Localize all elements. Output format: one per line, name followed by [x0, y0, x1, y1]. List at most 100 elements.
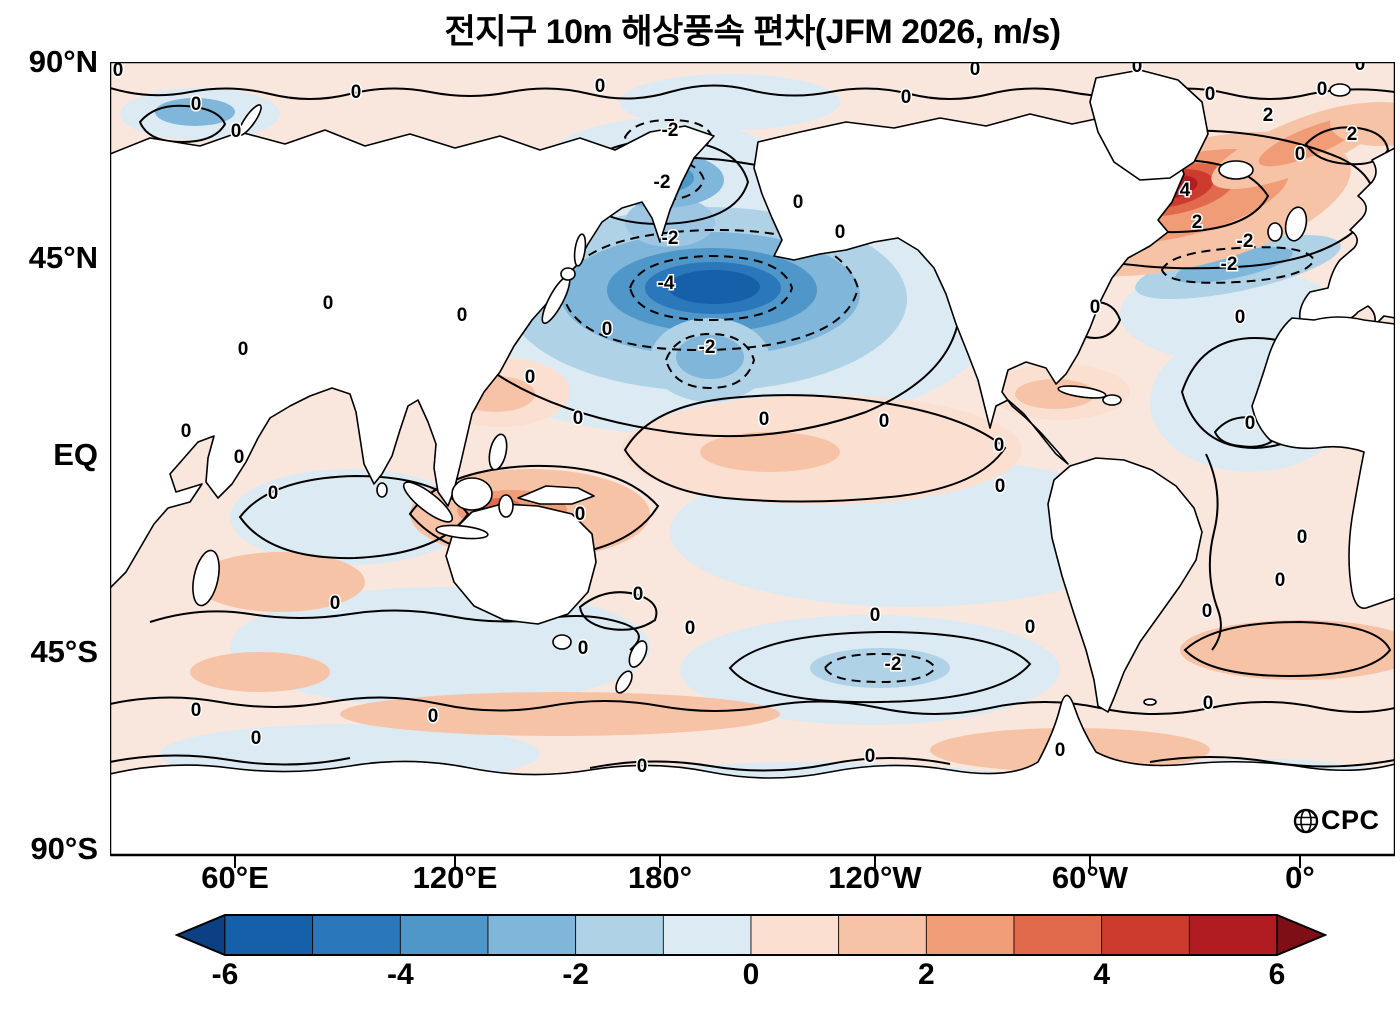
contour-label: -2 — [885, 654, 902, 675]
colorbar-tick-label: 2 — [917, 958, 935, 991]
island-ireland — [1267, 222, 1283, 242]
contour-label: 0 — [835, 222, 846, 243]
contour-label: 0 — [234, 447, 245, 468]
colorbar-bin — [838, 914, 927, 956]
contour-label: 0 — [231, 121, 242, 142]
colorbar-bin — [224, 914, 314, 956]
landmass-eurasia-africa-east — [109, 125, 715, 589]
island-novaya-zemlya — [238, 104, 262, 136]
contour-label: 0 — [793, 192, 804, 213]
y-tick-label: EQ — [53, 437, 98, 472]
contour-label: 0 — [1317, 79, 1328, 100]
contour-label: 0 — [970, 62, 981, 80]
colorbar-bin — [575, 914, 664, 956]
contour-label: 0 — [330, 593, 341, 614]
island-new-zealand-south — [615, 670, 633, 694]
island-hispaniola — [1102, 394, 1122, 406]
contour-label: 0 — [633, 584, 644, 605]
contour-label: 0 — [428, 706, 439, 727]
contour-label: 0 — [573, 408, 584, 429]
contour-label: 0 — [1235, 307, 1246, 328]
island-britain — [1284, 206, 1308, 242]
contour-label: 0 — [251, 728, 262, 749]
island-sulawesi — [498, 494, 514, 518]
landmass-africa-west — [1251, 316, 1396, 609]
contour-label: 0 — [457, 305, 468, 326]
landmass-new-guinea — [517, 485, 595, 505]
island-svalbard — [1329, 83, 1351, 97]
contour-label: 0 — [870, 605, 881, 626]
cpc-logo-text: CPC — [1321, 805, 1380, 835]
island-philippines — [488, 433, 508, 471]
contour-label: 0 — [1132, 62, 1143, 77]
contour-label: 0 — [994, 435, 1005, 456]
contour-label: 0 — [865, 746, 876, 767]
colorbar-bin — [1101, 914, 1190, 956]
island-java — [435, 524, 489, 540]
island-borneo — [451, 477, 493, 511]
contour-label: -2 — [1221, 254, 1238, 275]
contour-label: 0 — [1245, 413, 1256, 434]
colorbar-right-arrow — [1276, 913, 1327, 957]
colorbar-bin — [662, 914, 752, 956]
y-tick-label: 45°S — [30, 634, 98, 669]
island-hokkaido — [560, 267, 576, 281]
contour-label: 0 — [1203, 693, 1214, 714]
contour-label: 0 — [1090, 297, 1101, 318]
contour-label: 2 — [1263, 105, 1274, 126]
island-sri-lanka — [376, 482, 388, 498]
contour-label: 0 — [759, 409, 770, 430]
contour-label: 4 — [1180, 180, 1191, 201]
colorbar-tick-label: 0 — [742, 958, 760, 991]
contour-label: 2 — [1347, 124, 1358, 145]
contour-label: 0 — [685, 618, 696, 639]
contour-label: 0 — [575, 504, 586, 525]
contour-label: 0 — [238, 339, 249, 360]
landmass-south-america — [1047, 457, 1203, 713]
colorbar-tick-label: 4 — [1093, 958, 1110, 991]
contour-label: -2 — [1237, 231, 1254, 252]
contour-label: 0 — [1297, 527, 1308, 548]
island-tasmania — [552, 634, 572, 650]
island-new-zealand-north — [628, 640, 648, 668]
y-tick-label: 90°N — [28, 44, 98, 79]
contour-label: 0 — [995, 476, 1006, 497]
colorbar — [174, 913, 1328, 957]
island-iceland — [1218, 160, 1254, 180]
contour-label: 0 — [191, 94, 202, 115]
colorbar-bin — [487, 914, 577, 956]
island-falkland — [1143, 698, 1157, 706]
contour-label: -2 — [699, 337, 716, 358]
colorbar-bin — [925, 914, 1015, 956]
contour-label: 0 — [113, 62, 124, 81]
chart-title: 전지구 10m 해상풍속 편차(JFM 2026, m/s) — [444, 13, 1061, 51]
contour-label: -2 — [662, 120, 679, 141]
cpc-logo: CPC — [1293, 805, 1380, 836]
land-layer — [109, 69, 1396, 856]
contour-label: 0 — [595, 76, 606, 97]
contour-label: 0 — [268, 483, 279, 504]
y-tick-label: 90°S — [30, 831, 98, 866]
contour-label: 2 — [1192, 212, 1203, 233]
colorbar-bin — [750, 914, 840, 956]
colorbar-bin — [399, 914, 489, 956]
colorbar-tick-labels: -6 -4 -2 0 2 4 6 — [175, 958, 1327, 1002]
colorbar-bin — [1013, 914, 1103, 956]
colorbar-left-arrow — [175, 913, 226, 957]
contour-label: 0 — [525, 367, 536, 388]
landmass-europe — [1298, 147, 1396, 327]
landmass-greenland — [1089, 69, 1209, 181]
contour-label: 0 — [879, 411, 890, 432]
contour-label: 0 — [191, 700, 202, 721]
contour-label: 0 — [602, 319, 613, 340]
colorbar-bins — [224, 914, 1278, 956]
contour-label: 0 — [1205, 84, 1216, 105]
contour-label: 0 — [1055, 740, 1066, 761]
colorbar-bin — [1188, 914, 1278, 956]
colorbar-tick-label: -6 — [211, 958, 239, 991]
y-tick-label: 45°N — [28, 240, 98, 275]
colorbar-tick-label: -4 — [386, 958, 414, 991]
contour-label: -2 — [654, 172, 671, 193]
